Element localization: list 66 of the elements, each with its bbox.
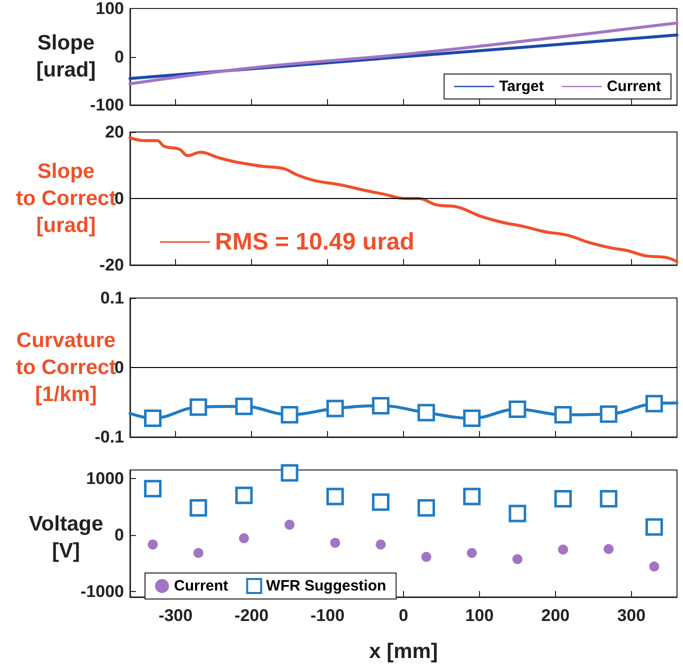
point bbox=[418, 404, 436, 422]
legend-label: Current bbox=[174, 578, 228, 594]
point bbox=[463, 409, 481, 427]
point bbox=[512, 554, 522, 564]
point bbox=[326, 400, 344, 418]
y-tick-label: -0.1 bbox=[94, 428, 124, 446]
point bbox=[190, 398, 208, 416]
line-series bbox=[128, 136, 678, 264]
legend-label: Current bbox=[606, 78, 662, 95]
point bbox=[372, 493, 390, 511]
point bbox=[280, 406, 298, 424]
point bbox=[238, 533, 249, 544]
y-axis-title: Slope [urad] bbox=[36, 32, 96, 82]
y-tick-label: 0 bbox=[114, 358, 124, 377]
x-tick-label: 200 bbox=[541, 606, 570, 625]
y-tick-label: 0 bbox=[114, 189, 124, 208]
point bbox=[418, 499, 436, 517]
y-tick-label: -20 bbox=[99, 256, 124, 274]
point bbox=[372, 396, 390, 414]
point bbox=[645, 518, 663, 536]
y-tick-label: 0 bbox=[114, 525, 124, 544]
y-axis-title: Slope to Correct [urad] bbox=[16, 160, 116, 237]
point bbox=[235, 398, 253, 416]
point bbox=[645, 394, 663, 412]
point bbox=[326, 488, 344, 506]
x-tick-label: -300 bbox=[158, 606, 193, 625]
x-tick-label: 300 bbox=[617, 606, 646, 625]
x-tick-label: -100 bbox=[310, 606, 345, 625]
point bbox=[558, 544, 568, 555]
point bbox=[190, 499, 208, 517]
point bbox=[235, 486, 253, 504]
y-tick-label: -1000 bbox=[80, 582, 124, 601]
x-axis-title: x [mm] bbox=[369, 640, 438, 663]
point bbox=[376, 540, 386, 550]
point bbox=[280, 464, 298, 482]
x-tick-label: 0 bbox=[398, 606, 408, 625]
x-tick-label: -200 bbox=[234, 606, 269, 625]
y-tick-label: 0 bbox=[114, 47, 124, 66]
y-tick-label: -100 bbox=[90, 96, 124, 114]
y-tick-label: 20 bbox=[105, 122, 124, 142]
legend-label: WFR Suggestion bbox=[266, 578, 386, 594]
point bbox=[144, 480, 162, 498]
point bbox=[554, 490, 572, 508]
legend-label: Target bbox=[499, 78, 544, 95]
y-tick-label: 1000 bbox=[86, 468, 124, 488]
point bbox=[508, 504, 526, 522]
point bbox=[600, 490, 618, 508]
legend-label: RMS = 10.49 urad bbox=[215, 228, 414, 256]
y-axis-title: Curvature to Correct [1/km] bbox=[16, 329, 116, 406]
point bbox=[144, 409, 162, 427]
y-axis-title: Voltage [V] bbox=[28, 512, 104, 562]
point bbox=[330, 538, 340, 548]
x-tick-label: 100 bbox=[465, 606, 494, 625]
point bbox=[421, 552, 432, 562]
point bbox=[554, 406, 572, 424]
y-tick-label: 0.1 bbox=[100, 288, 124, 308]
point bbox=[649, 562, 660, 572]
point bbox=[284, 520, 295, 530]
y-tick-label: 100 bbox=[96, 0, 124, 18]
point bbox=[193, 548, 204, 558]
point bbox=[466, 548, 477, 558]
point bbox=[600, 405, 618, 423]
point bbox=[508, 400, 526, 418]
point bbox=[148, 540, 158, 550]
point bbox=[463, 488, 481, 506]
point bbox=[604, 544, 614, 554]
